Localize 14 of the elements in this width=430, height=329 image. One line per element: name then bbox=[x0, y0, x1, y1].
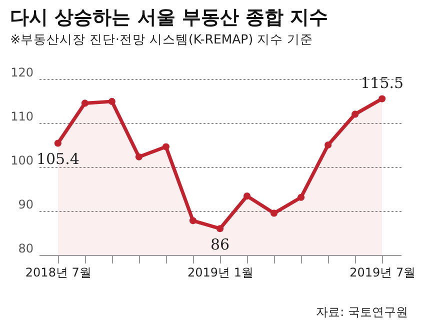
y-tick-label: 100 bbox=[10, 154, 34, 168]
x-tick-label: 2018년 7월 bbox=[25, 266, 92, 280]
x-tick-label: 2019년 1월 bbox=[188, 266, 254, 280]
y-tick-label: 90 bbox=[18, 198, 34, 212]
data-label: 115.5 bbox=[360, 74, 404, 92]
data-label: 86 bbox=[210, 236, 230, 254]
chart-subtitle: ※부동산시장 진단·전망 시스템(K-REMAP) 지수 기준 bbox=[10, 32, 314, 46]
data-label: 105.4 bbox=[36, 150, 80, 168]
chart-title: 다시 상승하는 서울 부동산 종합 지수 bbox=[10, 6, 328, 28]
text: 자료: 국토연구원 bbox=[316, 304, 408, 321]
y-tick-label: 120 bbox=[10, 66, 34, 80]
y-tick-label: 80 bbox=[18, 242, 34, 256]
x-tick-label: 2019년 7월 bbox=[350, 266, 416, 280]
y-tick-label: 110 bbox=[10, 110, 34, 124]
